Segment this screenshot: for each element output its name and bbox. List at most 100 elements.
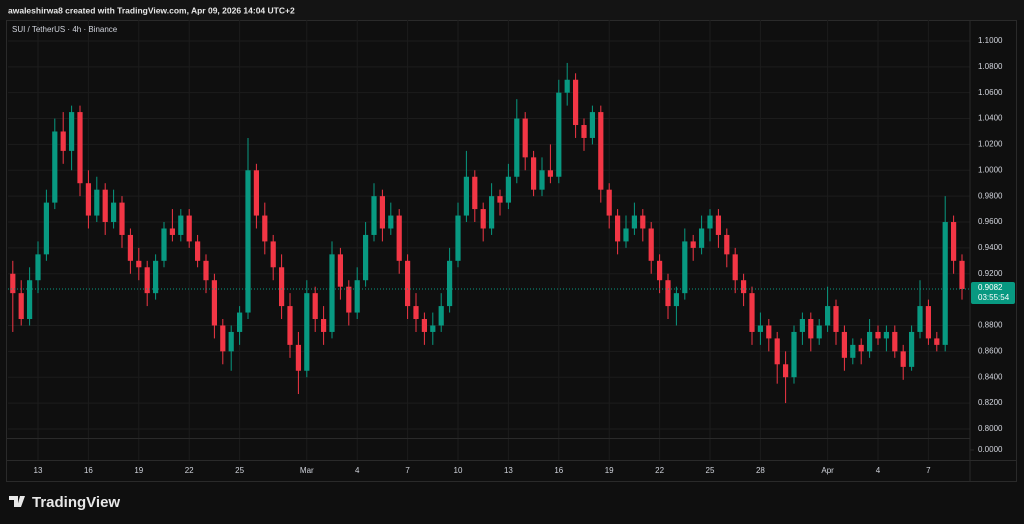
candle-body [657,260,663,281]
x-tick-label: 28 [756,466,765,475]
candle-body [934,338,940,345]
candle-body [279,267,285,307]
candle-body [153,260,159,294]
candle-body [564,79,570,93]
x-tick-label: Mar [300,466,314,475]
candle-body [883,331,889,339]
candle-body [631,215,637,229]
candle-body [774,338,780,365]
candle-body [598,112,604,190]
y-tick-label: 0.8800 [978,321,1003,330]
axes: 1.1000 1.0800 1.0600 1.0400 1.0200 1.0000 0.98… [34,36,1015,475]
candle-body [959,260,965,290]
last-price-label: 0.9082 [978,283,1003,292]
x-tick-label: 16 [554,466,563,475]
candle-body [749,293,755,332]
candle-body [430,325,436,332]
candle-body [388,215,394,229]
x-tick-label: 16 [84,466,93,475]
candle-body [287,306,293,345]
candle-body [539,170,545,190]
candle-body [396,215,402,261]
x-tick-label: 4 [355,466,360,475]
x-tick-label: 7 [405,466,410,475]
candle-body [102,189,108,223]
chart-title: SUI / TetherUS · 4h · Binance [12,25,118,34]
y-tick-label: 1.0200 [978,140,1003,149]
candle-body [27,280,33,320]
x-tick-label: 22 [185,466,194,475]
header-title: awaleshirwa8 created with TradingView.co… [8,5,295,15]
candle-body [52,131,58,203]
candle-body [43,202,49,255]
candle-body [951,222,957,261]
candle-body [841,331,847,358]
x-tick-label: 19 [134,466,143,475]
candle-body [329,254,335,332]
plot [8,62,970,404]
candle-body [791,331,797,378]
candle-body [413,306,419,320]
x-tick-label: 7 [926,466,931,475]
y-tick-label: 0.9200 [978,269,1003,278]
candle-body [228,331,234,352]
candle-body [379,196,385,229]
countdown-label: 03:55:54 [978,293,1010,302]
candle-body [917,306,923,332]
x-tick-label: 25 [706,466,715,475]
y-tick-label: 0.8200 [978,398,1003,407]
candle-body [405,260,411,307]
candle-body [245,170,251,313]
candle-body [573,79,579,126]
x-tick-label: 19 [605,466,614,475]
candle-body [85,183,91,216]
y-tick-label: 0.9600 [978,217,1003,226]
candle-body [111,202,117,223]
chart-border [6,20,1017,482]
candle-body [354,280,360,313]
candle-body [892,331,898,352]
candle-body [757,325,763,332]
candle-body [144,267,150,294]
y-tick-label: 0.8400 [978,372,1003,381]
candle-body [195,241,201,261]
candle-body [505,176,511,203]
candle-body [909,331,915,367]
candle-body [942,222,948,345]
candle-body [489,196,495,229]
y-tick-label: 1.0400 [978,114,1003,123]
candle-body [925,306,931,339]
candle-body [94,189,100,216]
candle-body [161,228,167,261]
candle-body [522,118,528,158]
logo: TradingView [9,494,120,511]
candle-body [732,254,738,281]
x-tick-label: 13 [504,466,513,475]
candle-body [724,234,730,255]
candle-body [463,176,469,216]
candle-body [606,189,612,216]
x-tick-label: 10 [454,466,463,475]
candle-body [858,344,864,352]
y-tick-label: 1.0600 [978,88,1003,97]
candle-body [35,254,41,281]
y-tick-label: 1.0800 [978,62,1003,71]
candle-body [766,325,772,339]
candle-body [312,293,318,320]
candle-body [262,215,268,242]
last-price-box [971,282,1015,305]
candle-body [741,280,747,294]
candle-body [472,176,478,210]
candle-body [295,344,301,371]
candle-body [363,234,369,281]
candle-body [119,202,125,235]
candle-body [648,228,654,261]
candle-body [690,241,696,248]
logo-text: TradingView [32,494,120,511]
candle-body [203,260,209,281]
logo-icon [9,496,25,507]
x-tick-label: 25 [235,466,244,475]
candle-body [237,312,243,332]
